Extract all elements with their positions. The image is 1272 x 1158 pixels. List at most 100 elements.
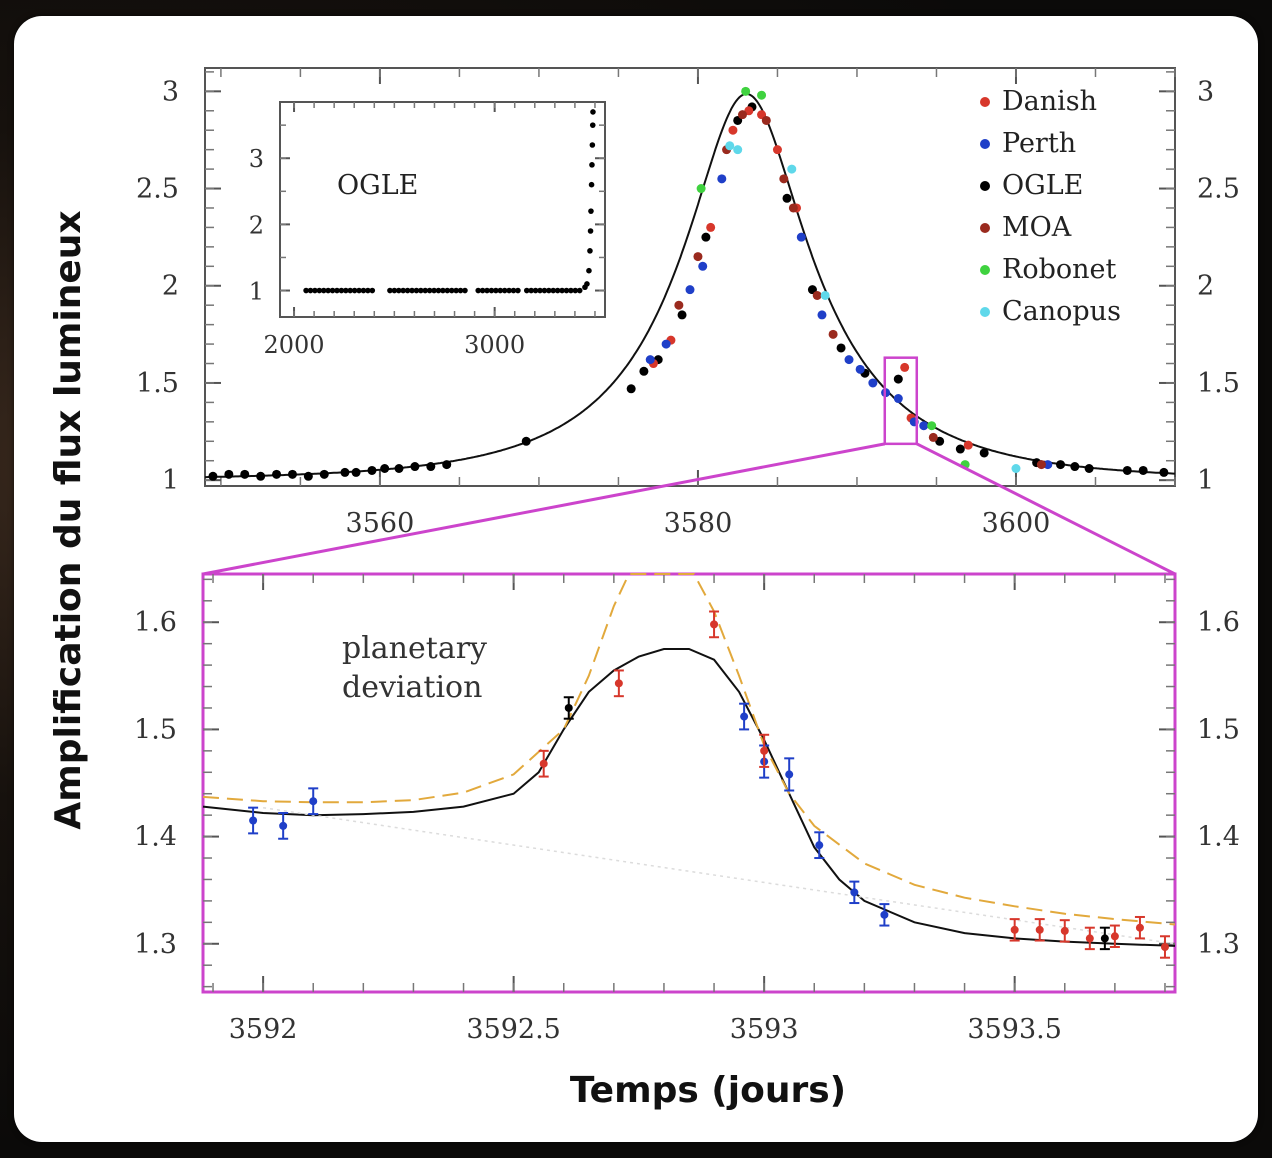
- inset-point: [479, 287, 486, 294]
- inset-point: [588, 208, 594, 214]
- inset-point: [523, 287, 530, 294]
- main-point-ogle: [979, 448, 989, 458]
- zoom-point-danish: [1110, 932, 1119, 941]
- main-point-moa: [737, 110, 747, 120]
- main-point-ogle: [893, 374, 903, 384]
- main-ticks: 3560 3580 3600 1 1 1.5 1.5 2 2 2.5 2.5 3 3: [136, 68, 1240, 539]
- main-point-moa: [674, 300, 684, 310]
- y-tick-label: 1.5: [136, 368, 179, 399]
- main-point-ogle: [1122, 465, 1132, 475]
- main-point-canopus: [725, 141, 735, 151]
- x-tick-label: 3592.5: [466, 1014, 560, 1045]
- main-point-robonet: [927, 421, 937, 431]
- figure-svg: Amplification du flux lumineux Temps (jo…: [48, 67, 1240, 1111]
- main-point-canopus: [820, 290, 830, 300]
- main-point-ogle: [410, 462, 420, 472]
- inset-point: [395, 287, 402, 294]
- inset-point: [586, 267, 592, 274]
- x-tick-label: 3600: [982, 508, 1051, 539]
- x-tick-label: 3000: [464, 331, 525, 359]
- zoom-point-ogle: [1100, 934, 1109, 943]
- y-tick-label: 1.5: [134, 714, 177, 745]
- legend-marker-danish: [980, 97, 990, 107]
- inset-point: [325, 287, 331, 294]
- main-point-ogle: [303, 471, 313, 481]
- main-point-ogle: [240, 469, 250, 479]
- y-tick-label-right: 3: [1197, 76, 1214, 107]
- y-tick-label-right: 1.6: [1197, 607, 1240, 638]
- main-model-curve: [205, 92, 1175, 479]
- main-point-ogle: [1084, 464, 1094, 474]
- inset-point: [587, 248, 593, 254]
- legend-marker-ogle: [980, 181, 990, 191]
- main-point-moa: [828, 329, 838, 339]
- inset-point: [541, 287, 548, 294]
- zoom-point-danish: [614, 679, 623, 688]
- zoom-point-danish: [1085, 934, 1094, 943]
- y-tick-label: 3: [162, 76, 179, 107]
- zoom-point-perth: [785, 770, 794, 779]
- main-point-perth: [685, 285, 695, 295]
- inset-point: [584, 281, 590, 287]
- main-data-points: [208, 86, 1169, 481]
- main-point-canopus: [733, 145, 743, 155]
- zoom-point-ogle: [564, 703, 573, 712]
- y-tick-label-right: 1.3: [1197, 929, 1240, 960]
- y-tick-label: 2: [162, 271, 179, 302]
- zoom-annotation-line-1: planetary: [342, 631, 487, 666]
- inset-point: [440, 287, 446, 294]
- main-point-ogle: [442, 460, 452, 470]
- inset-point: [550, 287, 557, 294]
- legend-marker-moa: [980, 223, 990, 233]
- figure-card: Amplification du flux lumineux Temps (jo…: [14, 16, 1258, 1142]
- main-point-danish: [772, 145, 782, 155]
- main-point-danish: [728, 125, 738, 135]
- inset-point: [528, 287, 534, 294]
- zoom-point-danish: [1060, 926, 1069, 935]
- zoom-point-danish: [1035, 925, 1044, 934]
- main-point-ogle: [426, 462, 436, 472]
- legend-label-perth: Perth: [1002, 128, 1076, 159]
- legend-label-ogle: OGLE: [1002, 170, 1083, 201]
- main-point-ogle: [782, 193, 792, 203]
- inset-point: [506, 287, 512, 294]
- inset-point: [338, 287, 345, 294]
- inset-point: [572, 287, 579, 294]
- inset-point: [475, 287, 482, 294]
- zoom-point-danish: [760, 746, 769, 755]
- zoom-point-perth: [249, 816, 258, 825]
- main-point-moa: [779, 174, 789, 184]
- zoom-region-box: [883, 356, 919, 446]
- main-point-ogle: [521, 436, 531, 446]
- inset-point: [588, 181, 595, 188]
- main-point-ogle: [677, 310, 687, 320]
- main-plot-frame: [204, 67, 1176, 487]
- main-point-moa: [812, 290, 822, 300]
- legend-label-canopus: Canopus: [1002, 296, 1121, 327]
- zoom-model-curves: [202, 573, 1176, 947]
- inset-point: [320, 287, 327, 294]
- inset-point: [589, 142, 596, 148]
- main-point-moa: [788, 203, 798, 213]
- inset-ticks: 2000 3000 1 2 3: [249, 102, 605, 359]
- inset-point: [532, 287, 539, 294]
- legend-marker-robonet: [980, 265, 990, 275]
- main-point-ogle: [626, 384, 636, 394]
- inset-point: [312, 287, 318, 294]
- inset-point: [589, 122, 596, 128]
- main-point-ogle: [1138, 465, 1148, 475]
- y-tick-label-right: 1.5: [1197, 368, 1240, 399]
- x-tick-label: 3580: [664, 508, 733, 539]
- legend-marker-perth: [980, 139, 990, 149]
- x-tick-label: 3560: [346, 508, 415, 539]
- main-point-ogle: [394, 464, 404, 474]
- y-tick-label: 3: [249, 145, 264, 173]
- inset-data-points: [303, 109, 596, 294]
- inset-point: [347, 287, 354, 294]
- zoom-chart: 3592 3592.5 3593 3593.5 1.3 1.3 1.4 1.4 1.5 1.5 1.…: [134, 572, 1240, 1045]
- y-tick-label: 1.6: [134, 607, 177, 638]
- zoom-connector-right: [916, 442, 1176, 576]
- main-point-moa: [928, 432, 938, 442]
- inset-plot-frame: [279, 101, 606, 318]
- legend-label-danish: Danish: [1002, 86, 1097, 117]
